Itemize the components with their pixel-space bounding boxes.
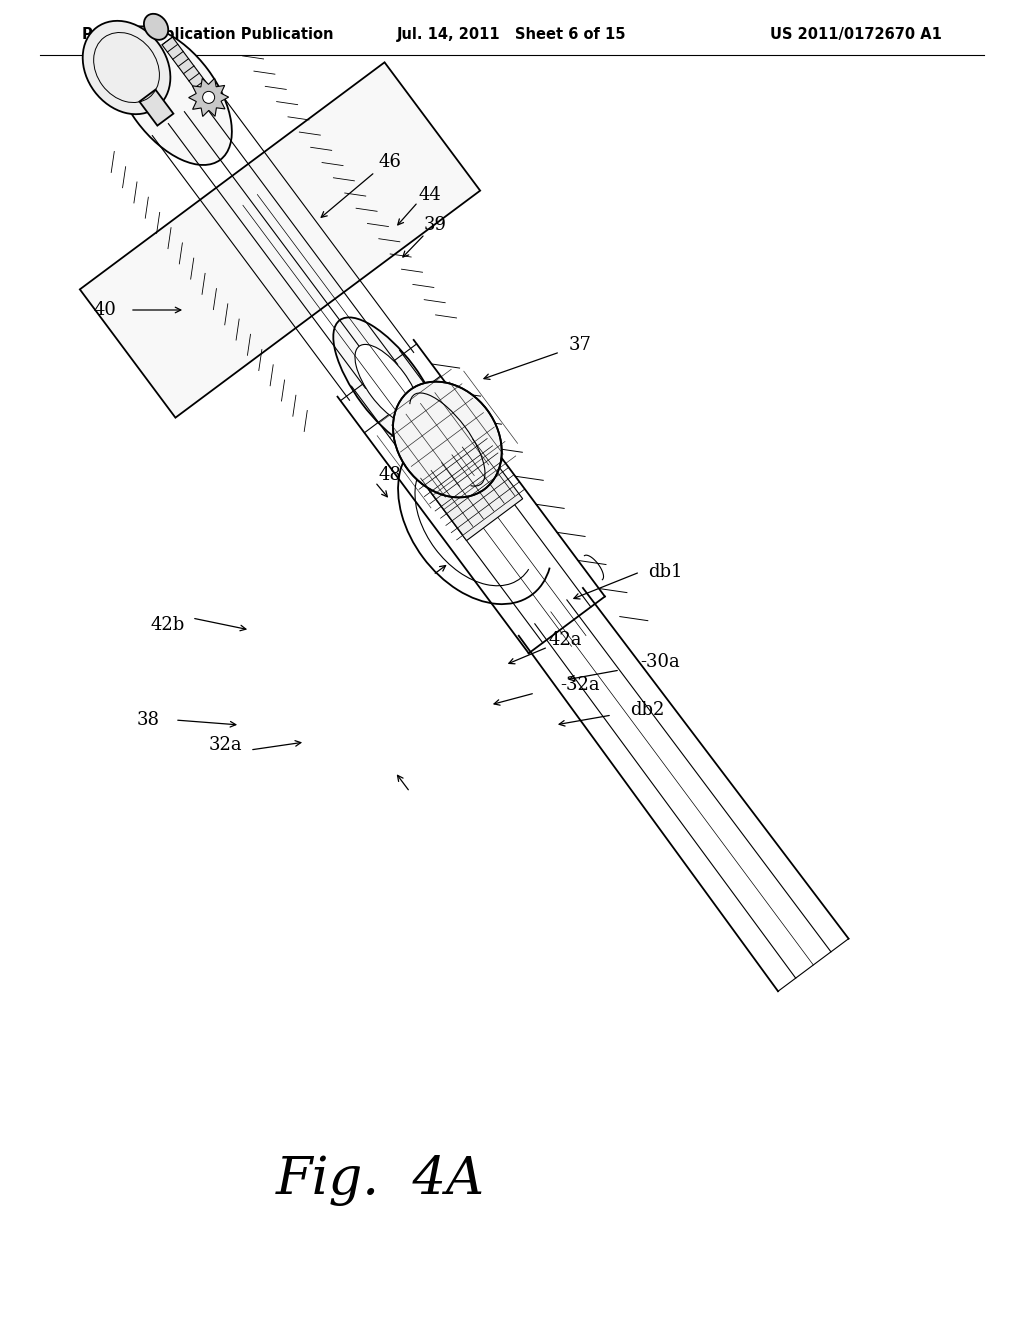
Text: 44: 44 [419, 186, 441, 205]
Text: 39: 39 [424, 216, 446, 234]
Ellipse shape [83, 21, 170, 115]
Ellipse shape [113, 26, 231, 165]
Ellipse shape [355, 345, 420, 424]
Text: 48: 48 [379, 466, 401, 484]
Ellipse shape [333, 317, 441, 451]
Text: US 2011/0172670 A1: US 2011/0172670 A1 [770, 28, 942, 42]
Text: 40: 40 [93, 301, 117, 319]
Polygon shape [188, 78, 228, 116]
Text: -30a: -30a [640, 653, 680, 671]
Text: 46: 46 [379, 153, 401, 172]
Ellipse shape [393, 381, 502, 498]
Text: 32a: 32a [208, 737, 242, 754]
Text: 38: 38 [136, 711, 160, 729]
Polygon shape [416, 430, 522, 541]
Text: Jul. 14, 2011   Sheet 6 of 15: Jul. 14, 2011 Sheet 6 of 15 [397, 28, 627, 42]
Text: 42a: 42a [548, 631, 582, 649]
Text: Fig.  4A: Fig. 4A [275, 1155, 484, 1205]
Text: Patent Application Publication: Patent Application Publication [82, 28, 334, 42]
Text: db1: db1 [648, 564, 683, 581]
Text: 42b: 42b [151, 616, 185, 634]
Text: -32a: -32a [560, 676, 600, 694]
Text: db2: db2 [630, 701, 665, 719]
Polygon shape [162, 37, 210, 95]
Polygon shape [80, 62, 480, 417]
Circle shape [203, 91, 215, 103]
Ellipse shape [144, 13, 168, 40]
Polygon shape [139, 90, 173, 125]
Text: 37: 37 [568, 337, 592, 354]
